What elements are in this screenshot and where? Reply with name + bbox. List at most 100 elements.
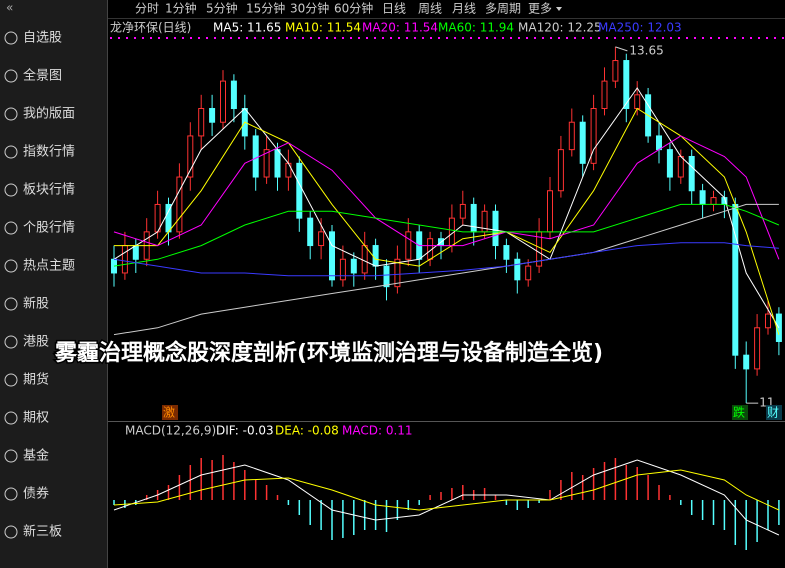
toolbar-tab[interactable]: 月线 <box>452 2 476 16</box>
candle-body <box>394 258 401 288</box>
candle-body <box>383 265 390 288</box>
signal-label: 激 <box>163 406 175 420</box>
toolbar-tab[interactable]: 更多 <box>528 2 552 16</box>
marks: MA5: 11.65 MA10: 11.54 MA20: 11.54 MA60: 11… <box>111 21 782 550</box>
candle-body <box>350 258 357 274</box>
legend-entry: MA250: 12.03 <box>598 21 682 35</box>
candle-body <box>699 190 706 205</box>
candle-body <box>688 155 695 192</box>
menu-item[interactable]: 我的版面 <box>23 106 75 122</box>
signal-badge <box>766 405 782 420</box>
legend-entry: MA5: 11.65 <box>213 21 281 35</box>
candle-body <box>198 108 205 137</box>
menu-icon <box>4 31 18 45</box>
menu-item[interactable]: 期货 <box>23 372 49 388</box>
signal-badge <box>732 405 748 420</box>
toolbar-tab[interactable]: 多周期 <box>485 2 521 16</box>
menu-icon <box>4 297 18 311</box>
legend-entry: MA120: 12.25 <box>518 21 602 35</box>
candle-body <box>568 121 575 151</box>
overlay-title: 雾霾治理概念股深度剖析(环境监测治理与设备制造全览) <box>55 340 603 366</box>
candle-body <box>634 94 641 110</box>
candle-body <box>252 135 259 178</box>
signal-badge <box>162 405 178 420</box>
toolbar-tab[interactable]: 日线 <box>382 2 406 16</box>
candle-body <box>285 162 292 178</box>
menu-icon <box>4 525 18 539</box>
candle-body <box>372 245 379 267</box>
menu-icon <box>4 449 18 463</box>
menu-icon <box>4 487 18 501</box>
candle-body <box>339 258 346 281</box>
candle-body <box>220 80 226 123</box>
menu-item[interactable]: 新三板 <box>23 524 62 540</box>
high-pointer <box>615 46 628 52</box>
ma-line <box>113 203 779 336</box>
menu-item[interactable]: 全景图 <box>23 68 62 84</box>
menu-item[interactable]: 港股 <box>23 335 49 350</box>
ma-line <box>113 203 780 267</box>
candle-body <box>514 258 521 281</box>
candle-body <box>318 231 325 247</box>
menu-item[interactable]: 热点主题 <box>23 259 75 274</box>
toolbar-tab[interactable]: 1分钟 <box>165 1 197 16</box>
candle-body <box>230 80 237 110</box>
candle-body <box>470 203 477 233</box>
toolbar-tab[interactable]: 60分钟 <box>334 1 373 16</box>
signal-label: 跌 <box>733 405 745 420</box>
candle-body <box>459 203 466 219</box>
candle-body <box>307 217 314 247</box>
toolbar-tab[interactable]: 5分钟 <box>206 1 238 16</box>
menu-item[interactable]: 板块行情 <box>23 183 75 198</box>
candle-body <box>176 176 183 233</box>
candle-body <box>263 149 270 178</box>
menu-item[interactable]: 个股行情 <box>23 221 75 236</box>
menu-item[interactable]: 债券 <box>23 486 49 502</box>
menu-icon <box>4 183 18 197</box>
legend-entry: MA60: 11.94 <box>438 21 514 35</box>
candle-body <box>765 313 771 329</box>
candle-body <box>209 108 216 123</box>
candle-body <box>557 149 564 192</box>
ma-line <box>113 87 780 329</box>
candle-body <box>121 245 128 274</box>
macd-title: MACD(12,26,9) <box>125 424 216 438</box>
ma-line <box>113 242 779 277</box>
menu-icon <box>4 411 18 425</box>
menu-item[interactable]: 自选股 <box>23 31 62 46</box>
toolbar-tab[interactable]: 分时 <box>135 2 159 16</box>
candle-body <box>677 155 684 178</box>
candle-body <box>732 203 739 356</box>
candle-body <box>601 80 608 110</box>
candle-body <box>754 327 761 370</box>
candle-body <box>274 149 281 178</box>
candle-body <box>132 245 139 260</box>
candle-body <box>590 108 597 164</box>
toolbar-tab[interactable]: 30分钟 <box>290 1 329 16</box>
stock-title: 龙净环保(日线) <box>110 21 191 35</box>
macd-line <box>113 459 780 536</box>
menu-icon <box>4 69 18 83</box>
ma-line <box>113 135 780 260</box>
menu-item[interactable]: 指数行情 <box>23 145 75 160</box>
candle-body <box>612 60 619 82</box>
candle-body <box>579 121 586 164</box>
macd-legend: DEA: -0.08 <box>275 424 339 438</box>
menu-item[interactable]: 基金 <box>23 448 49 464</box>
menu-icon <box>4 259 18 273</box>
menu-icon <box>4 145 18 159</box>
macd-legend: MACD: 0.11 <box>342 424 413 438</box>
candle-body <box>187 135 194 178</box>
candle-body <box>405 231 412 260</box>
menu-item[interactable]: 期权 <box>23 410 49 426</box>
toolbar-tab[interactable]: 周线 <box>418 2 442 16</box>
menu-item[interactable]: 新股 <box>23 296 49 312</box>
candle-body <box>710 197 717 205</box>
collapse-icon[interactable]: « <box>6 1 13 15</box>
candle-body <box>296 162 303 219</box>
ma-line <box>114 107 780 335</box>
high-label: 13.65 <box>629 43 663 57</box>
menu-icon <box>4 335 18 349</box>
toolbar-tab[interactable]: 15分钟 <box>246 1 285 16</box>
